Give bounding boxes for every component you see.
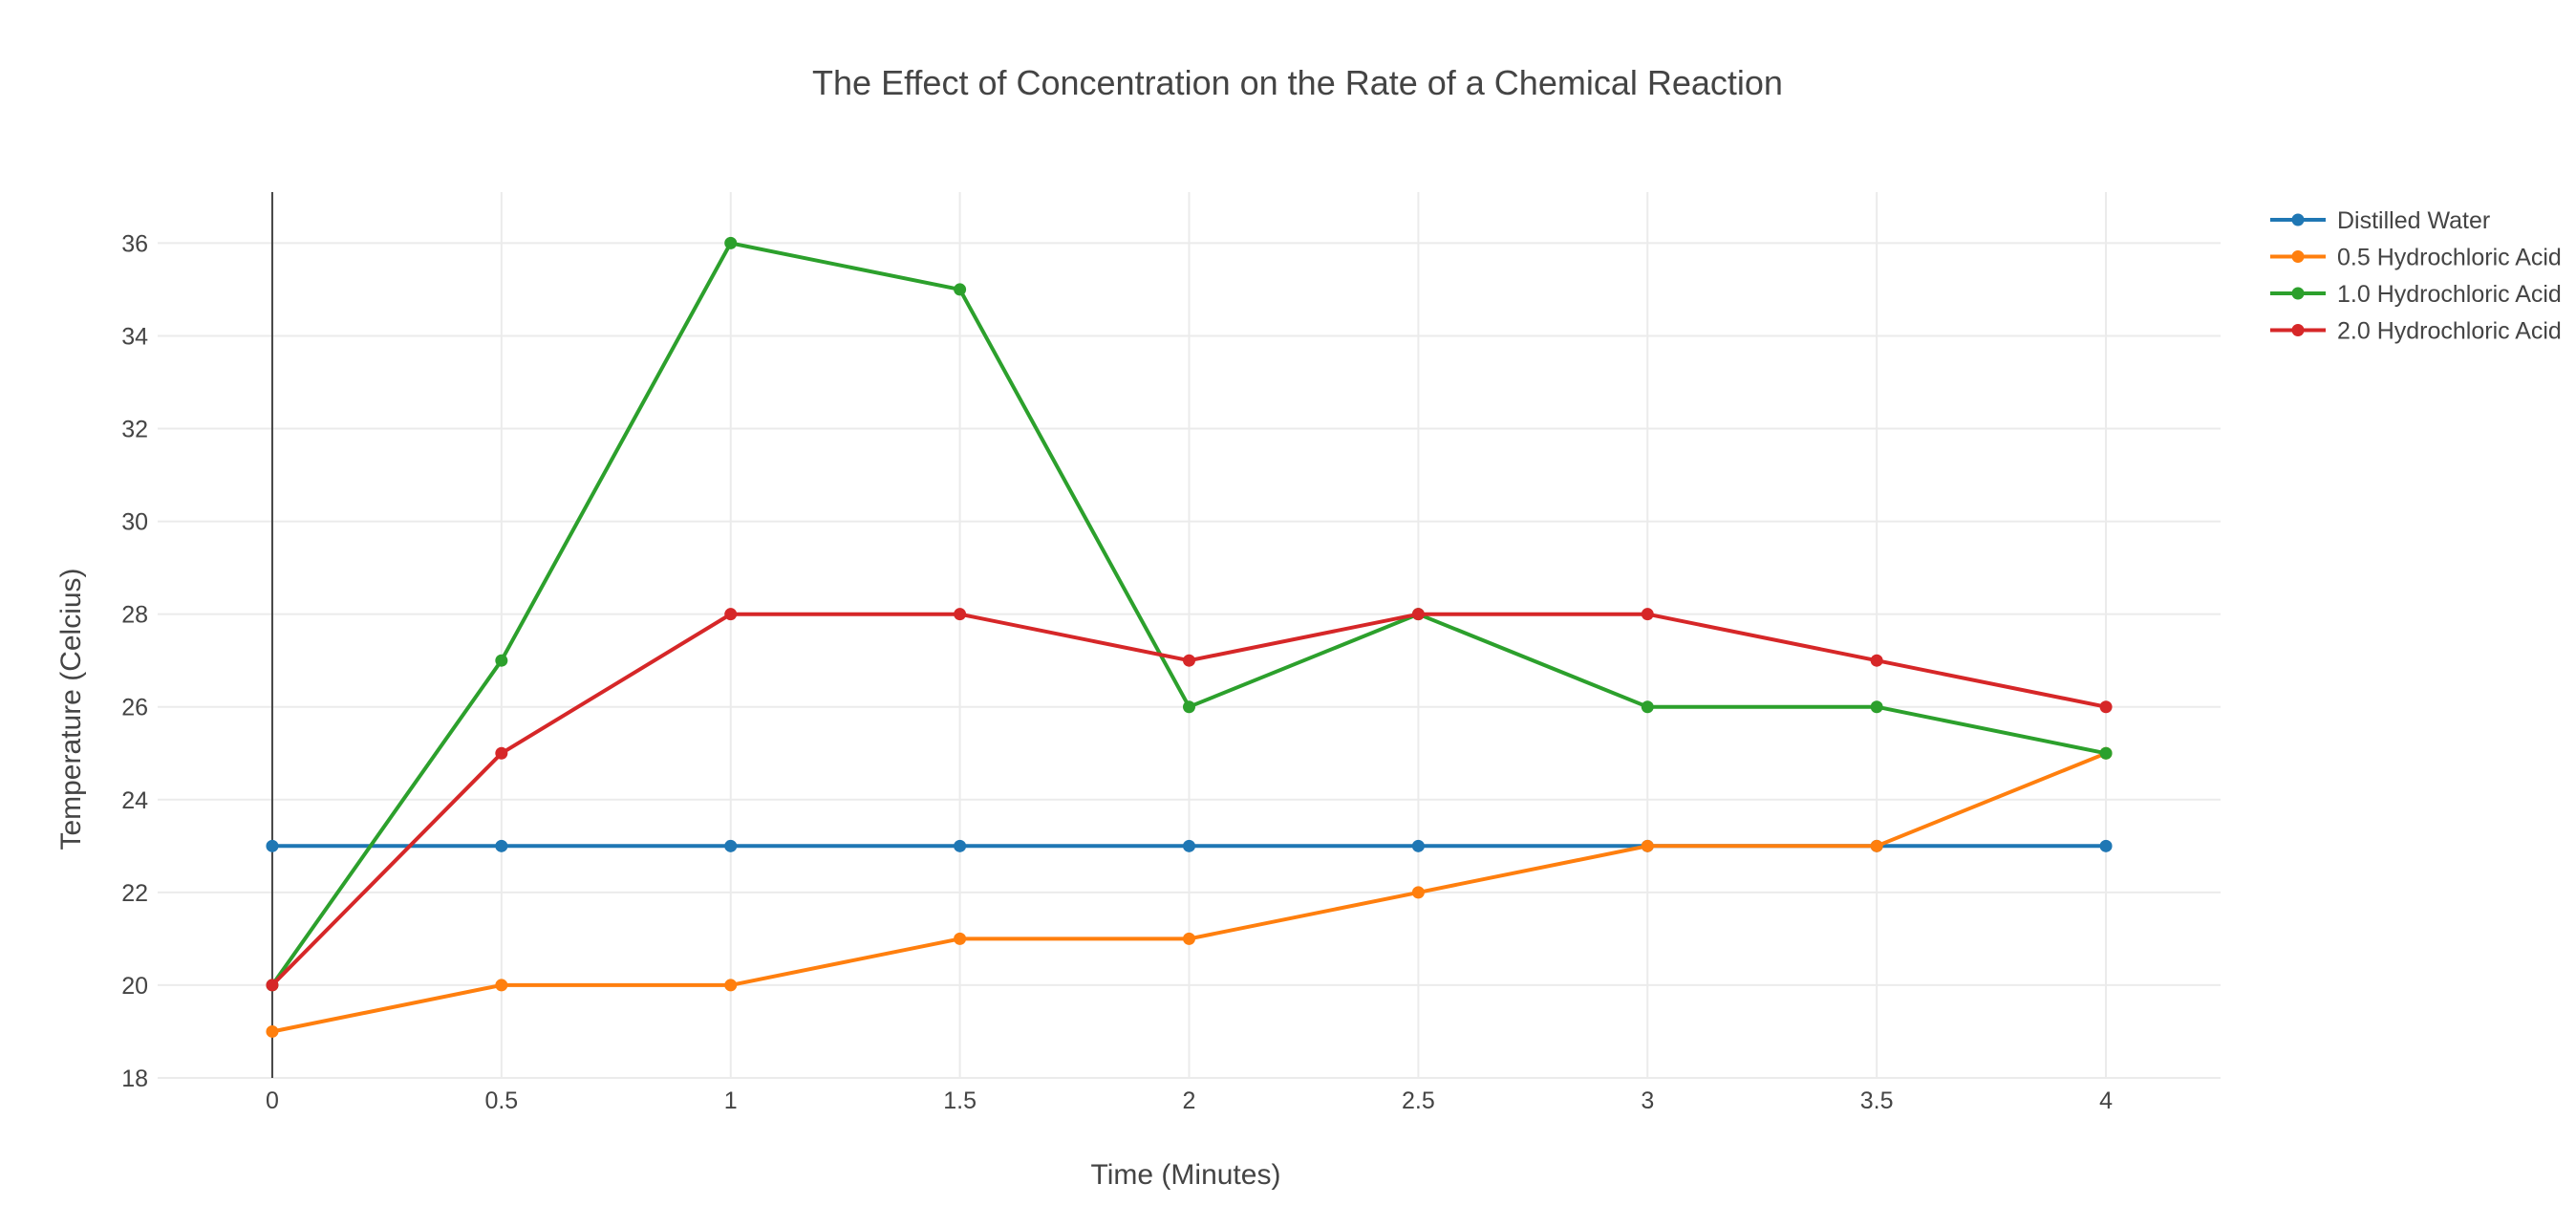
data-point[interactable] <box>2099 746 2113 760</box>
data-point[interactable] <box>2099 839 2113 852</box>
series <box>266 236 2113 992</box>
legend-label: 0.5 Hydrochloric Acid <box>2337 245 2562 271</box>
data-point[interactable] <box>954 608 967 621</box>
y-tick-label: 22 <box>121 880 148 907</box>
data-point[interactable] <box>266 839 279 852</box>
legend-item[interactable]: 0.5 Hydrochloric Acid <box>2270 245 2562 271</box>
data-point[interactable] <box>954 932 967 945</box>
data-point[interactable] <box>1183 700 1195 714</box>
data-point[interactable] <box>1870 654 1883 667</box>
x-axis-ticks: 0 0.5 1 1.5 2 2.5 3 3.5 4 <box>266 1087 2113 1114</box>
data-point[interactable] <box>724 979 738 992</box>
y-axis-ticks: 18 20 22 24 26 28 30 32 34 36 <box>121 230 148 1092</box>
data-point[interactable] <box>954 839 967 852</box>
legend-marker <box>2291 324 2305 336</box>
gridlines <box>158 192 2221 1079</box>
legend-label: 1.0 Hydrochloric Acid <box>2337 281 2562 308</box>
legend-marker <box>2291 250 2305 263</box>
series <box>266 608 2113 992</box>
data-point[interactable] <box>954 283 967 296</box>
data-point[interactable] <box>495 839 508 852</box>
data-point[interactable] <box>266 979 279 992</box>
y-tick-label: 32 <box>121 417 148 443</box>
legend[interactable]: Distilled Water 0.5 Hydrochloric Acid 1.0 … <box>2270 207 2562 345</box>
data-point[interactable] <box>2099 700 2113 714</box>
x-tick-label: 3.5 <box>1860 1087 1894 1114</box>
data-point[interactable] <box>495 746 508 760</box>
x-tick-label: 1 <box>724 1087 738 1114</box>
legend-item[interactable]: 1.0 Hydrochloric Acid <box>2270 281 2562 308</box>
data-point[interactable] <box>1411 839 1425 852</box>
data-point[interactable] <box>1411 608 1425 621</box>
x-tick-label: 1.5 <box>943 1087 977 1114</box>
data-point[interactable] <box>1183 932 1195 945</box>
x-axis-title: Time (Minutes) <box>1091 1159 1281 1191</box>
legend-marker <box>2291 213 2305 226</box>
legend-item[interactable]: Distilled Water <box>2270 207 2490 234</box>
y-tick-label: 28 <box>121 602 148 629</box>
y-tick-label: 24 <box>121 787 148 814</box>
data-point[interactable] <box>1183 654 1195 667</box>
data-point[interactable] <box>724 236 738 249</box>
data-point[interactable] <box>1411 886 1425 899</box>
data-point[interactable] <box>724 608 738 621</box>
y-tick-label: 26 <box>121 695 148 721</box>
x-tick-label: 0.5 <box>484 1087 518 1114</box>
data-point[interactable] <box>1641 839 1654 852</box>
x-tick-label: 0 <box>266 1087 279 1114</box>
data-point[interactable] <box>1641 700 1654 714</box>
x-tick-label: 2.5 <box>1402 1087 1435 1114</box>
data-point[interactable] <box>1183 839 1195 852</box>
legend-item[interactable]: 2.0 Hydrochloric Acid <box>2270 318 2562 345</box>
legend-label: 2.0 Hydrochloric Acid <box>2337 318 2562 345</box>
data-point[interactable] <box>495 979 508 992</box>
data-point[interactable] <box>1870 700 1883 714</box>
series-layer <box>266 236 2113 1038</box>
data-point[interactable] <box>495 654 508 667</box>
x-tick-label: 4 <box>2099 1087 2113 1114</box>
y-tick-label: 20 <box>121 973 148 1000</box>
y-tick-label: 34 <box>121 323 148 350</box>
y-tick-label: 36 <box>121 230 148 257</box>
data-point[interactable] <box>266 1024 279 1038</box>
data-point[interactable] <box>724 839 738 852</box>
x-tick-label: 3 <box>1641 1087 1654 1114</box>
data-point[interactable] <box>1641 608 1654 621</box>
y-axis-title: Temperature (Celcius) <box>55 568 87 850</box>
legend-marker <box>2291 287 2305 300</box>
y-tick-label: 30 <box>121 509 148 536</box>
chart-title: The Effect of Concentration on the Rate … <box>812 63 1783 102</box>
y-tick-label: 18 <box>121 1066 148 1092</box>
data-point[interactable] <box>1870 839 1883 852</box>
legend-label: Distilled Water <box>2337 207 2490 234</box>
x-tick-label: 2 <box>1183 1087 1196 1114</box>
